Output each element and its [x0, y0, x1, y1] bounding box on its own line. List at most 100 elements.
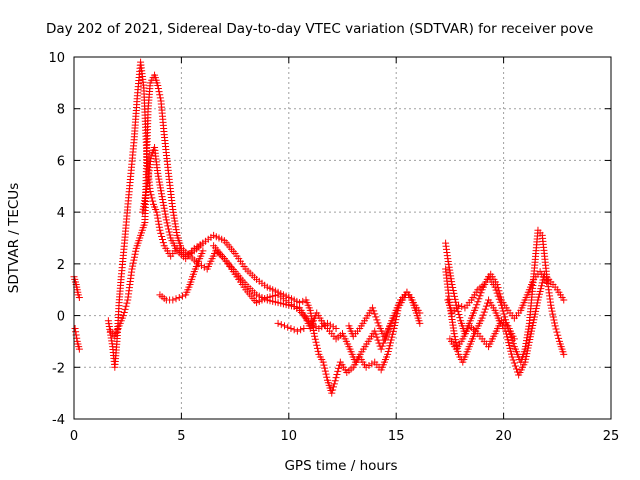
data-point: [284, 323, 292, 331]
data-point: [153, 211, 161, 219]
data-point: [549, 313, 557, 321]
data-point: [332, 374, 340, 382]
data-point: [372, 330, 380, 338]
data-point: [128, 265, 136, 273]
data-point: [196, 241, 204, 249]
data-point: [550, 316, 558, 324]
data-point: [384, 347, 392, 355]
data-point: [506, 344, 514, 352]
data-point: [157, 229, 165, 237]
data-point: [153, 208, 161, 216]
data-point: [508, 353, 516, 361]
data-point: [154, 169, 162, 177]
data-point: [123, 299, 131, 307]
data-point: [161, 207, 169, 215]
data-point: [158, 232, 166, 240]
data-point: [162, 213, 170, 221]
data-point: [333, 371, 341, 379]
data-point: [493, 281, 501, 289]
data-point: [371, 327, 379, 335]
data-point: [456, 314, 464, 322]
data-point: [543, 278, 551, 286]
data-point: [369, 304, 377, 312]
data-point: [329, 386, 337, 394]
data-point: [160, 204, 168, 212]
data-point: [313, 344, 321, 352]
x-axis-title: GPS time / hours: [284, 458, 397, 474]
data-point: [319, 358, 327, 366]
data-point: [536, 287, 544, 295]
data-point: [378, 342, 386, 350]
data-point: [365, 362, 373, 370]
data-point: [381, 335, 389, 343]
data-point: [475, 295, 483, 303]
series-track-8: [274, 319, 308, 335]
data-point: [416, 309, 424, 317]
data-point: [334, 367, 342, 375]
series-track-13: [446, 317, 518, 353]
data-point: [178, 292, 186, 300]
data-point: [547, 301, 555, 309]
data-point: [122, 302, 130, 310]
data-point: [199, 239, 207, 247]
data-point: [129, 259, 137, 267]
data-point: [277, 321, 285, 329]
data-point: [482, 302, 490, 310]
data-point: [200, 263, 208, 271]
x-tick-label: 15: [388, 429, 405, 444]
x-tick-label: 25: [603, 429, 620, 444]
data-point: [386, 342, 394, 350]
data-point: [155, 175, 163, 183]
data-point: [169, 296, 177, 304]
data-point: [335, 364, 343, 372]
chart-title: Day 202 of 2021, Sidereal Day-to-day VTE…: [46, 21, 593, 37]
data-point: [509, 356, 517, 364]
x-tick-label: 10: [281, 429, 298, 444]
data-point: [130, 253, 138, 261]
data-point: [75, 293, 83, 301]
data-point: [451, 336, 459, 344]
data-point: [156, 184, 164, 192]
data-point: [399, 293, 407, 301]
data-point: [158, 193, 166, 201]
data-point: [538, 282, 546, 290]
data-point: [386, 339, 394, 347]
data-point: [379, 339, 387, 347]
y-tick-label: 0: [57, 310, 65, 325]
data-point: [387, 336, 395, 344]
data-point: [311, 332, 319, 340]
data-point: [328, 389, 336, 397]
data-point: [451, 295, 459, 303]
data-point: [331, 377, 339, 385]
data-point: [555, 334, 563, 342]
data-point: [385, 345, 393, 353]
data-point: [551, 322, 559, 330]
data-point: [494, 284, 502, 292]
data-point: [293, 327, 301, 335]
data-point: [329, 323, 337, 331]
data-point: [386, 323, 394, 331]
data-point: [323, 373, 331, 381]
data-point: [547, 304, 555, 312]
data-point: [373, 316, 381, 324]
data-point: [297, 326, 305, 334]
data-point: [190, 244, 198, 252]
data-point: [75, 345, 83, 353]
data-point: [330, 380, 338, 388]
data-point: [154, 85, 162, 93]
x-tick-label: 5: [177, 429, 185, 444]
data-point: [146, 187, 154, 195]
data-point: [535, 290, 543, 298]
data-point: [165, 225, 173, 233]
data-point: [373, 333, 381, 341]
data-point: [120, 308, 128, 316]
data-point: [149, 197, 157, 205]
data-point: [306, 319, 314, 327]
data-point: [314, 347, 322, 355]
data-point: [505, 339, 513, 347]
data-point: [165, 228, 173, 236]
data-point: [388, 333, 396, 341]
data-point: [132, 247, 140, 255]
